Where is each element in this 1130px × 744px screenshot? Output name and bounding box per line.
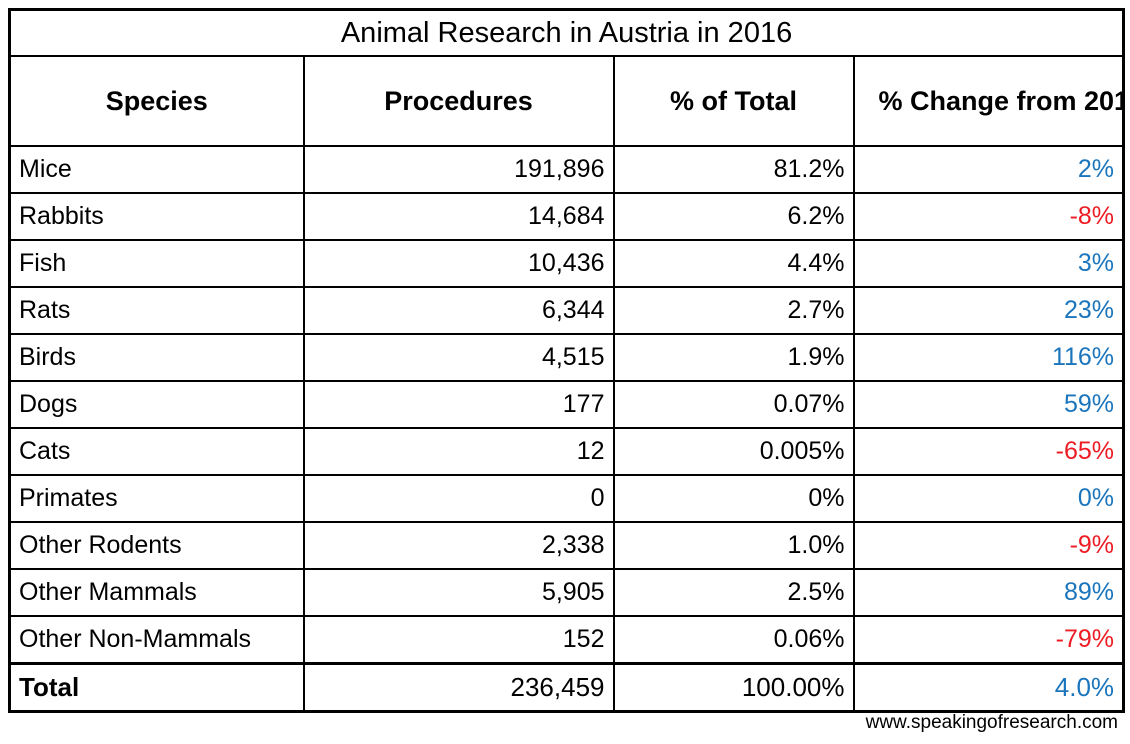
table-row: Dogs 177 0.07% 59% [8,380,1125,429]
procedures-value: 177 [302,380,615,429]
table-row: Other Mammals 5,905 2.5% 89% [8,568,1125,617]
pct-change-value: 2% [852,145,1125,194]
species-label: Birds [8,333,305,382]
species-label: Mice [8,145,305,194]
species-label: Rabbits [8,192,305,241]
pct-of-total-value: 0.06% [612,615,855,665]
table-row: Rats 6,344 2.7% 23% [8,286,1125,335]
species-label: Other Rodents [8,521,305,570]
species-label: Primates [8,474,305,523]
table-row: Other Rodents 2,338 1.0% -9% [8,521,1125,570]
pct-change-value: 59% [852,380,1125,429]
procedures-value: 4,515 [302,333,615,382]
pct-change-value: 3% [852,239,1125,288]
pct-change-value: -8% [852,192,1125,241]
pct-change-value: 0% [852,474,1125,523]
procedures-value: 10,436 [302,239,615,288]
table-title: Animal Research in Austria in 2016 [8,8,1125,57]
table-row: Rabbits 14,684 6.2% -8% [8,192,1125,241]
table-row: Fish 10,436 4.4% 3% [8,239,1125,288]
procedures-value: 2,338 [302,521,615,570]
pct-change-value: -9% [852,521,1125,570]
pct-of-total-value: 0% [612,474,855,523]
total-label: Total [8,662,305,713]
procedures-value: 0 [302,474,615,523]
pct-change-value: 23% [852,286,1125,335]
table-row: Primates 0 0% 0% [8,474,1125,523]
species-label: Fish [8,239,305,288]
species-label: Other Non-Mammals [8,615,305,665]
pct-of-total-value: 1.0% [612,521,855,570]
column-header-pct-of-total: % of Total [612,55,855,147]
species-label: Dogs [8,380,305,429]
pct-of-total-value: 2.7% [612,286,855,335]
title-row: Animal Research in Austria in 2016 [8,8,1125,57]
table-row: Birds 4,515 1.9% 116% [8,333,1125,382]
header-row: Species Procedures % of Total % Change f… [8,55,1125,147]
pct-of-total-value: 0.07% [612,380,855,429]
column-header-species: Species [8,55,305,147]
source-url: www.speakingofresearch.com [865,712,1118,733]
pct-of-total-value: 2.5% [612,568,855,617]
procedures-value: 14,684 [302,192,615,241]
table-row: Cats 12 0.005% -65% [8,427,1125,476]
column-header-pct-change: % Change from 2015 [852,55,1125,147]
pct-of-total-value: 81.2% [612,145,855,194]
animal-research-table: Animal Research in Austria in 2016 Speci… [8,8,1126,713]
table-row: Mice 191,896 81.2% 2% [8,145,1125,194]
column-header-procedures: Procedures [302,55,615,147]
procedures-value: 5,905 [302,568,615,617]
pct-of-total-value: 4.4% [612,239,855,288]
table-row: Other Non-Mammals 152 0.06% -79% [8,615,1125,665]
total-row: Total 236,459 100.00% 4.0% [8,662,1125,713]
species-label: Cats [8,427,305,476]
pct-change-value: 89% [852,568,1125,617]
procedures-value: 12 [302,427,615,476]
pct-of-total-value: 0.005% [612,427,855,476]
pct-change-value: -79% [852,615,1125,665]
species-label: Other Mammals [8,568,305,617]
pct-of-total-value: 6.2% [612,192,855,241]
pct-of-total-value: 1.9% [612,333,855,382]
procedures-value: 191,896 [302,145,615,194]
procedures-value: 6,344 [302,286,615,335]
total-pct-change-value: 4.0% [852,662,1125,713]
species-label: Rats [8,286,305,335]
total-pct-of-total-value: 100.00% [612,662,855,713]
pct-change-value: -65% [852,427,1125,476]
procedures-value: 152 [302,615,615,665]
total-procedures-value: 236,459 [302,662,615,713]
pct-change-value: 116% [852,333,1125,382]
